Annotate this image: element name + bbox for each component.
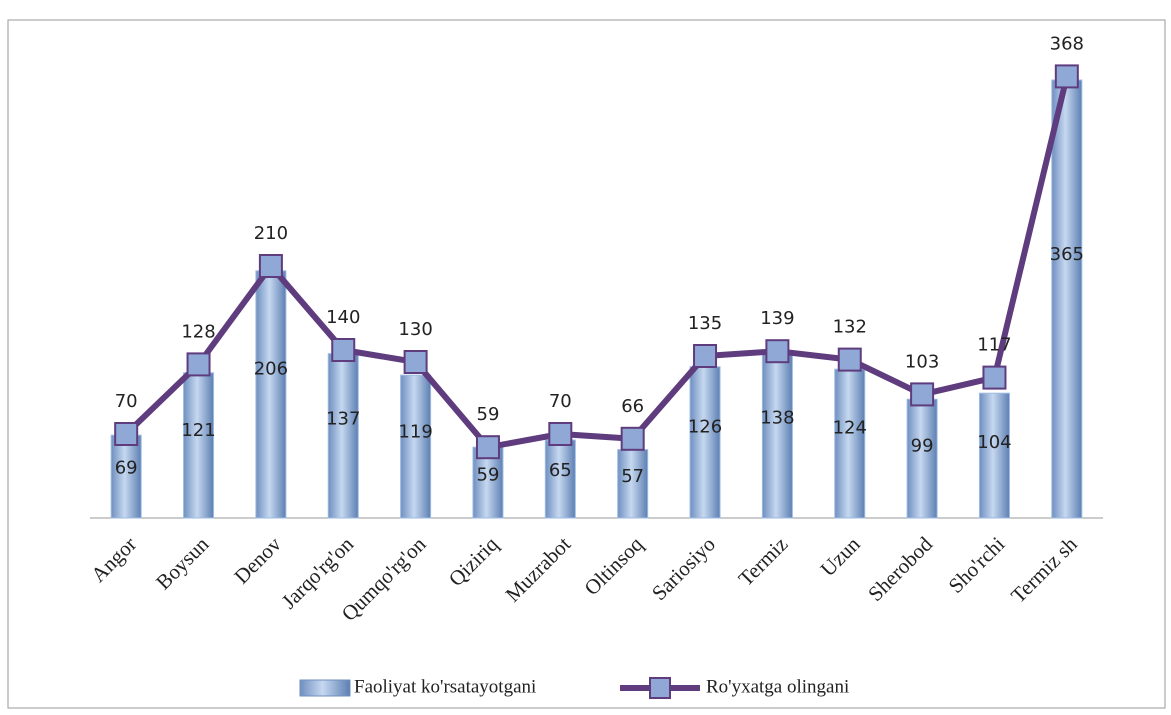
line-marker xyxy=(1054,64,1079,89)
bar-label: 59 xyxy=(477,465,500,486)
line-marker xyxy=(982,365,1007,390)
bar-label: 99 xyxy=(911,436,934,457)
legend-marker xyxy=(649,677,671,699)
x-tick-label: Qiziriq xyxy=(444,532,503,591)
line-marker xyxy=(475,435,500,460)
line xyxy=(124,75,1070,451)
line-marker xyxy=(693,344,718,368)
line-marker xyxy=(837,347,862,372)
line-marker xyxy=(258,254,283,278)
bar xyxy=(978,392,1010,519)
x-tick-label: Angor xyxy=(86,532,141,587)
bar xyxy=(689,366,721,519)
bar-label: 126 xyxy=(688,416,722,437)
bar-label: 119 xyxy=(398,421,432,442)
bar-label: 57 xyxy=(621,466,644,487)
line-label: 135 xyxy=(688,313,722,334)
line-label: 66 xyxy=(621,396,644,417)
x-tick-label: Muzrabot xyxy=(501,532,576,607)
x-tick-label: Termiz xyxy=(734,532,793,591)
legend: Faoliyat ko'rsatayotgani Ro'yxatga oling… xyxy=(299,676,849,699)
line-marker xyxy=(403,350,428,374)
bar-label: 365 xyxy=(1050,244,1084,265)
line-marker xyxy=(331,338,356,362)
bar xyxy=(761,351,793,519)
line-marker xyxy=(765,339,790,364)
line-label: 132 xyxy=(833,317,867,338)
bar xyxy=(255,270,287,519)
line-label: 103 xyxy=(905,351,939,372)
x-tick-label: Uzun xyxy=(816,532,865,581)
bar xyxy=(110,434,142,519)
bar xyxy=(834,368,866,519)
line-label: 368 xyxy=(1050,33,1084,54)
line-label: 140 xyxy=(326,307,360,328)
line-label: 70 xyxy=(549,391,572,412)
bar-label: 65 xyxy=(549,460,572,481)
x-tick-label: Oltinsoq xyxy=(579,532,647,600)
x-tick-label: Boysun xyxy=(151,532,214,595)
line-marker xyxy=(548,422,573,446)
bar xyxy=(327,353,359,519)
bar-label: 104 xyxy=(977,432,1011,453)
x-tick-label: Sho'rchi xyxy=(944,532,1010,598)
bar xyxy=(906,398,938,519)
line-label: 70 xyxy=(115,391,138,412)
bar-label: 121 xyxy=(181,420,215,441)
bar xyxy=(544,439,576,519)
bar xyxy=(183,372,215,519)
line-marker xyxy=(114,422,139,446)
line-marker xyxy=(620,426,645,451)
legend-label: Ro'yxatga olingani xyxy=(706,676,849,697)
bar-label: 69 xyxy=(115,457,138,478)
line-label: 130 xyxy=(398,319,432,340)
bar-label: 124 xyxy=(833,418,867,439)
bar-label: 206 xyxy=(254,359,288,380)
line-label: 117 xyxy=(977,335,1011,356)
x-tick-label: Sariosiyo xyxy=(647,532,720,605)
line-marker xyxy=(186,352,211,377)
x-tick-label: Sherobod xyxy=(863,532,937,606)
bar xyxy=(400,374,432,519)
x-tick-label: Termiz sh xyxy=(1006,532,1082,608)
legend-label: Faoliyat ko'rsatayotgani xyxy=(354,676,536,697)
bar-label: 137 xyxy=(326,408,360,429)
bar-label: 138 xyxy=(760,408,794,429)
bar xyxy=(1051,79,1083,519)
line-label: 59 xyxy=(477,404,500,425)
x-tick-label: Denov xyxy=(229,532,286,589)
line-label: 128 xyxy=(181,321,215,342)
line-label: 210 xyxy=(254,223,288,244)
chart-border xyxy=(7,19,1166,709)
line-marker xyxy=(910,382,935,407)
legend-swatch xyxy=(299,679,351,697)
line-label: 139 xyxy=(760,308,794,329)
